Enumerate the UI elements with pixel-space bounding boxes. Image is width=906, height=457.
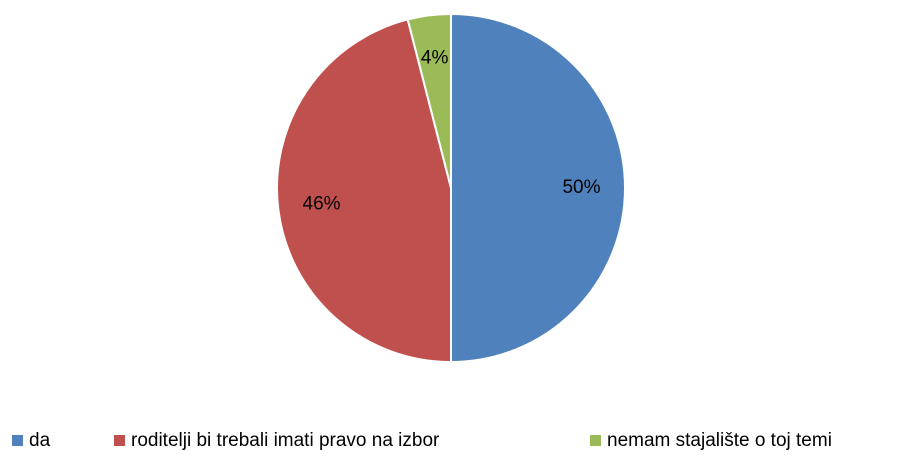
- legend-label: nemam stajalište o toj temi: [607, 430, 832, 451]
- legend: da roditelji bi trebali imati pravo na iz…: [12, 430, 832, 451]
- data-label: 4%: [421, 48, 449, 69]
- pie-slice: [276, 18, 452, 364]
- legend-label: da: [29, 430, 51, 451]
- value-labels: 50% 46% 4%: [303, 48, 601, 215]
- legend-label: roditelji bi trebali imati pravo na izbo…: [131, 430, 440, 451]
- pie-slice: [450, 12, 626, 364]
- data-label: 50%: [562, 177, 600, 198]
- pie-slice: [406, 12, 452, 189]
- data-label: 46%: [303, 193, 341, 214]
- legend-swatch: [114, 435, 125, 446]
- legend-swatch: [590, 435, 601, 446]
- legend-swatch: [12, 435, 23, 446]
- pie: [276, 12, 626, 364]
